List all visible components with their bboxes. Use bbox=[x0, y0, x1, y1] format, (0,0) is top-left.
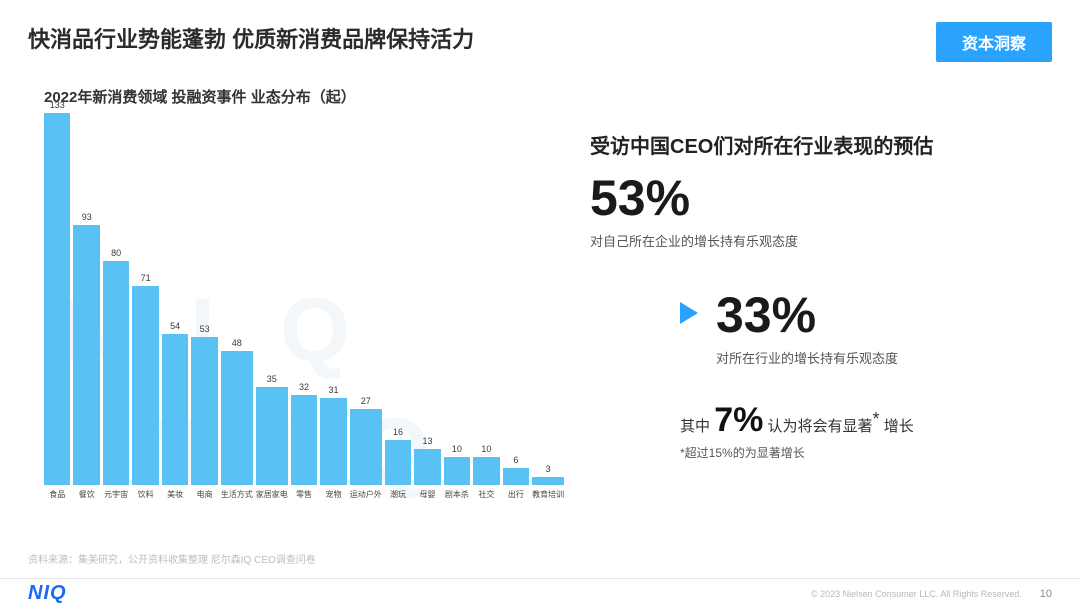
bar-category-label: 美妆 bbox=[167, 491, 183, 500]
stat3-prefix: 其中 bbox=[680, 418, 710, 435]
bar-col: 10 社交 bbox=[473, 444, 499, 500]
stat2-caption: 对所在行业的增长持有乐观态度 bbox=[716, 348, 898, 367]
stat1-value: 53% bbox=[590, 173, 1050, 223]
bar-category-label: 生活方式 bbox=[221, 491, 253, 500]
bar-rect bbox=[162, 334, 188, 485]
bar-col: 27 运动户外 bbox=[350, 396, 382, 500]
bar-value-label: 133 bbox=[50, 100, 65, 110]
source-note: 资料来源：集美研究，公开资料收集整理 尼尔森IQ CEO调查问卷 bbox=[28, 551, 316, 566]
bar-rect bbox=[221, 351, 253, 485]
stat3-asterisk: * bbox=[873, 409, 880, 429]
bar-category-label: 家居家电 bbox=[256, 491, 288, 500]
stat2-text: 33% 对所在行业的增长持有乐观态度 bbox=[716, 290, 898, 367]
bar-value-label: 27 bbox=[361, 396, 371, 406]
bar-value-label: 71 bbox=[141, 273, 151, 283]
bar-value-label: 13 bbox=[422, 436, 432, 446]
slide-root: N I Q N I Q 快消品行业势能蓬勃 优质新消费品牌保持活力 资本洞察 2… bbox=[0, 0, 1080, 608]
bar-rect bbox=[350, 409, 382, 485]
bar-chart: 133食品93餐饮80元宇宙71饮料54美妆53电商48生活方式35家居家电32… bbox=[44, 118, 564, 528]
bar-rect bbox=[291, 395, 317, 485]
bar-category-label: 社交 bbox=[478, 491, 494, 500]
bar-col: 13 母婴 bbox=[414, 436, 440, 500]
logo: NIQ bbox=[28, 582, 67, 605]
bar-category-label: 出行 bbox=[508, 491, 524, 500]
bar-category-label: 餐饮 bbox=[79, 491, 95, 500]
bar-col: 10 剧本杀 bbox=[444, 444, 470, 500]
bar-category-label: 剧本杀 bbox=[445, 491, 469, 500]
stat3-note: *超过15%的为显著增长 bbox=[680, 444, 1050, 461]
bar-category-label: 潮玩 bbox=[390, 491, 406, 500]
bar-col: 53 电商 bbox=[191, 324, 217, 500]
stat-block-3: 其中 7% 认为将会有显著* 增长 *超过15%的为显著增长 bbox=[680, 401, 1050, 461]
copyright: © 2023 Nielsen Consumer LLC. All Rights … bbox=[811, 589, 1022, 599]
footer: NIQ © 2023 Nielsen Consumer LLC. All Rig… bbox=[0, 578, 1080, 608]
bar-category-label: 食品 bbox=[49, 491, 65, 500]
stat3-value: 7% bbox=[714, 401, 763, 439]
bar-col: 71 饮料 bbox=[132, 273, 158, 500]
bar-value-label: 16 bbox=[393, 427, 403, 437]
bar-col: 133 食品 bbox=[44, 100, 70, 500]
bar-rect bbox=[532, 477, 564, 485]
bar-category-label: 饮料 bbox=[138, 491, 154, 500]
bar-value-label: 10 bbox=[481, 444, 491, 454]
bar-col: 6 出行 bbox=[503, 455, 529, 500]
bar-value-label: 48 bbox=[232, 338, 242, 348]
bar-category-label: 元宇宙 bbox=[104, 491, 128, 500]
stat1-caption: 对自己所在企业的增长持有乐观态度 bbox=[590, 231, 1050, 250]
bar-col: 16 潮玩 bbox=[385, 427, 411, 500]
bar-col: 3 教育培训 bbox=[532, 464, 564, 500]
bar-col: 54 美妆 bbox=[162, 321, 188, 500]
page-title: 快消品行业势能蓬勃 优质新消费品牌保持活力 bbox=[28, 22, 474, 54]
section-badge: 资本洞察 bbox=[936, 22, 1052, 62]
bar-value-label: 31 bbox=[329, 385, 339, 395]
bar-category-label: 零售 bbox=[296, 491, 312, 500]
page-number: 10 bbox=[1040, 588, 1052, 600]
triangle-icon bbox=[680, 302, 698, 324]
bar-category-label: 教育培训 bbox=[532, 491, 564, 500]
footer-right: © 2023 Nielsen Consumer LLC. All Rights … bbox=[811, 588, 1052, 600]
stat3-suffix: 认为将会有显著 bbox=[768, 418, 873, 435]
bar-rect bbox=[503, 468, 529, 485]
bar-col: 48 生活方式 bbox=[221, 338, 253, 500]
bar-value-label: 53 bbox=[200, 324, 210, 334]
bar-col: 80 元宇宙 bbox=[103, 248, 129, 500]
bar-category-label: 宠物 bbox=[326, 491, 342, 500]
stat3-tail: 增长 bbox=[880, 418, 914, 435]
bar-value-label: 54 bbox=[170, 321, 180, 331]
bar-rect bbox=[256, 387, 288, 485]
bar-value-label: 35 bbox=[267, 374, 277, 384]
bar-category-label: 运动户外 bbox=[350, 491, 382, 500]
stat2-value: 33% bbox=[716, 290, 898, 340]
bar-value-label: 10 bbox=[452, 444, 462, 454]
bars-container: 133食品93餐饮80元宇宙71饮料54美妆53电商48生活方式35家居家电32… bbox=[44, 100, 564, 500]
bar-rect bbox=[385, 440, 411, 485]
bar-col: 31 宠物 bbox=[320, 385, 346, 500]
bar-rect bbox=[414, 449, 440, 485]
right-heading: 受访中国CEO们对所在行业表现的预估 bbox=[590, 130, 1050, 159]
bar-rect bbox=[73, 225, 99, 485]
header-row: 快消品行业势能蓬勃 优质新消费品牌保持活力 资本洞察 bbox=[28, 22, 1052, 62]
bar-value-label: 3 bbox=[546, 464, 551, 474]
stat-block-2: 33% 对所在行业的增长持有乐观态度 bbox=[680, 290, 1050, 367]
bar-col: 93 餐饮 bbox=[73, 212, 99, 500]
bar-rect bbox=[473, 457, 499, 485]
bar-rect bbox=[132, 286, 158, 485]
stat3-line: 其中 7% 认为将会有显著* 增长 bbox=[680, 401, 1050, 440]
right-column: 受访中国CEO们对所在行业表现的预估 53% 对自己所在企业的增长持有乐观态度 … bbox=[590, 130, 1050, 461]
bar-col: 32 零售 bbox=[291, 382, 317, 500]
bar-value-label: 32 bbox=[299, 382, 309, 392]
bar-category-label: 母婴 bbox=[419, 491, 435, 500]
stat-block-1: 53% 对自己所在企业的增长持有乐观态度 bbox=[590, 173, 1050, 250]
bar-value-label: 6 bbox=[513, 455, 518, 465]
bar-category-label: 电商 bbox=[197, 491, 213, 500]
bar-value-label: 80 bbox=[111, 248, 121, 258]
bar-rect bbox=[191, 337, 217, 485]
bar-rect bbox=[44, 113, 70, 485]
bar-rect bbox=[103, 261, 129, 485]
bar-value-label: 93 bbox=[82, 212, 92, 222]
bar-rect bbox=[320, 398, 346, 485]
bar-col: 35 家居家电 bbox=[256, 374, 288, 500]
bar-rect bbox=[444, 457, 470, 485]
